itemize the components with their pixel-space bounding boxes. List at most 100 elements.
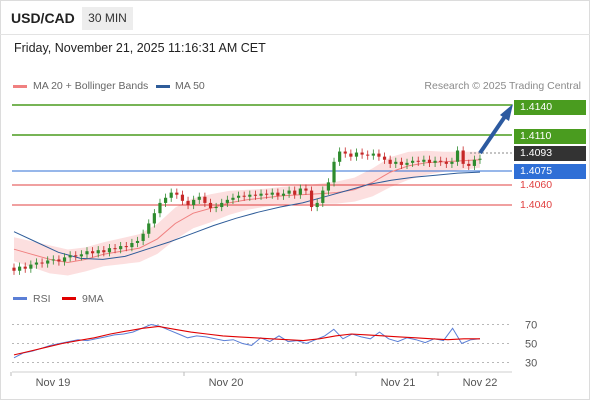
candle [293, 190, 297, 195]
candle [135, 240, 140, 243]
candle [34, 262, 39, 265]
ma50-legend-swatch [156, 85, 170, 88]
level-tag-1-4040: 1.4040 [520, 199, 553, 211]
candle [326, 182, 331, 191]
candle [18, 266, 22, 271]
candle [147, 223, 151, 234]
timeframe-badge[interactable]: 30 MIN [82, 7, 133, 30]
x-tick-label: Nov 21 [381, 377, 416, 389]
candle [433, 160, 437, 163]
rsi-line [13, 323, 481, 359]
candle [102, 250, 106, 253]
level-tag-1-4075: 1.4075 [514, 164, 586, 179]
candle [74, 255, 78, 257]
candle [62, 257, 67, 262]
rsi-tick-30: 30 [525, 358, 537, 370]
candle [57, 259, 61, 262]
candle [439, 160, 443, 162]
candle [231, 197, 235, 200]
rsi-tick-50: 50 [525, 339, 537, 351]
candle [394, 161, 398, 164]
candle [208, 202, 213, 209]
candle [259, 193, 263, 196]
candle [270, 192, 274, 195]
candle [405, 162, 409, 165]
ma20-legend-label: MA 20 + Bollinger Bands [33, 80, 149, 92]
rsi-ma9-line [13, 325, 480, 356]
candle [315, 202, 319, 208]
candle [304, 188, 308, 191]
candle [79, 254, 83, 257]
candle [338, 151, 342, 162]
candle [450, 161, 454, 164]
candle [377, 153, 381, 157]
candle [91, 251, 95, 254]
candle [444, 161, 448, 164]
candle [124, 246, 128, 248]
rsi-legend-swatch [13, 297, 27, 300]
candle [214, 207, 218, 209]
candle [12, 267, 16, 271]
candle [287, 190, 291, 194]
candle [51, 259, 55, 261]
candle [96, 250, 100, 254]
last-price-tag: 1.4093 [514, 146, 586, 161]
candle [399, 161, 403, 165]
candle [422, 159, 426, 162]
ma50-line [13, 171, 481, 260]
candle [321, 190, 325, 203]
candle [225, 199, 229, 203]
candle [461, 150, 465, 164]
rsi-legend-label: RSI [33, 293, 51, 305]
candle [467, 163, 471, 166]
candle [203, 196, 207, 203]
datetime-label: Friday, November 21, 2025 11:16:31 AM CE… [14, 41, 266, 55]
candle [366, 154, 370, 156]
candle [472, 159, 476, 166]
candle [349, 153, 353, 157]
candle [248, 194, 252, 197]
x-tick-label: Nov 19 [36, 377, 71, 389]
candle [371, 153, 375, 156]
candle [253, 194, 258, 196]
candle [169, 192, 173, 198]
candle [180, 194, 185, 201]
candle [281, 193, 286, 196]
candle [242, 195, 246, 197]
candle [309, 190, 314, 208]
level-tag-1-4060: 1.4060 [520, 179, 553, 191]
candle [360, 152, 364, 155]
candle [455, 150, 460, 162]
candle [382, 156, 387, 160]
candle [141, 233, 145, 241]
candle [416, 160, 420, 162]
candle [175, 192, 179, 195]
candle [130, 243, 134, 248]
candle [46, 260, 50, 264]
credit-text: Research © 2025 Trading Central [424, 80, 581, 92]
candle [192, 199, 196, 205]
candle [354, 152, 359, 157]
ma50-legend-label: MA 50 [175, 80, 205, 92]
ma9-legend-swatch [62, 297, 76, 300]
candle [298, 188, 302, 195]
candle [68, 255, 72, 258]
bollinger-band-area [14, 150, 480, 276]
forecast-arrow-head [500, 104, 513, 121]
candle [158, 202, 162, 214]
candle [343, 151, 347, 154]
ma20-legend-swatch [13, 85, 27, 88]
candle [265, 193, 269, 195]
candle [29, 264, 33, 269]
level-tag-1-4140: 1.4140 [514, 100, 586, 115]
level-tag-1-4110: 1.4110 [514, 129, 586, 144]
candle [23, 266, 27, 269]
header-divider [0, 34, 590, 35]
ma20-line [13, 159, 481, 264]
candle [388, 159, 392, 164]
forecast-arrow-shaft [478, 113, 508, 155]
candle [152, 213, 156, 224]
x-tick-label: Nov 20 [209, 377, 244, 389]
candle [85, 251, 89, 255]
